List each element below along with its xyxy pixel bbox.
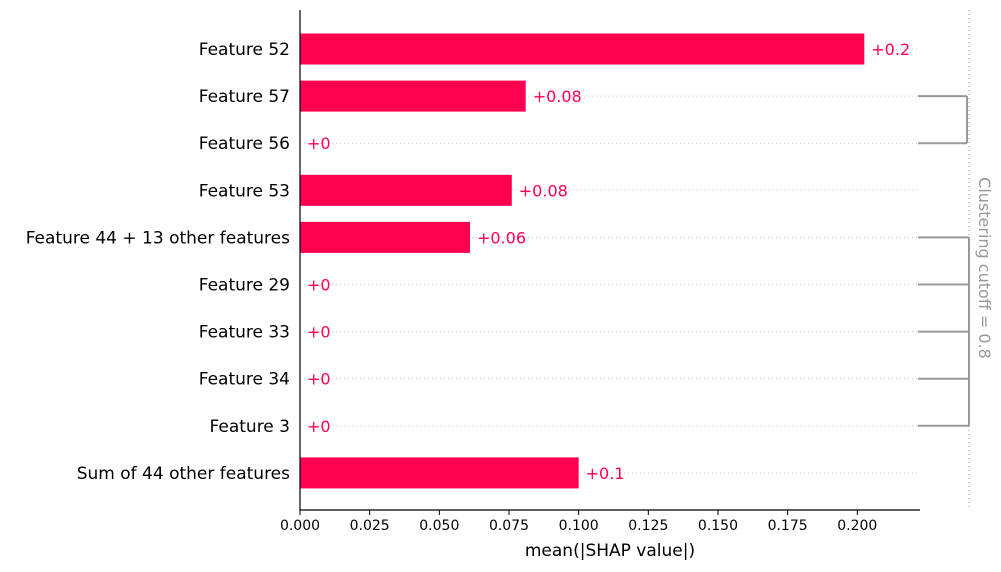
category-label: Feature 29 bbox=[199, 276, 290, 296]
value-label: +0.1 bbox=[586, 464, 625, 483]
x-tick-label: 0.150 bbox=[698, 518, 738, 534]
bar bbox=[300, 80, 526, 112]
bar bbox=[300, 174, 512, 206]
x-tick-label: 0.075 bbox=[489, 518, 529, 534]
category-label: Feature 44 + 13 other features bbox=[26, 228, 290, 248]
value-label: +0 bbox=[307, 323, 331, 342]
category-label: Feature 3 bbox=[210, 417, 290, 437]
value-labels: +0.2 +0.08 +0 +0.08 +0.06 +0 +0 +0 +0 +0.1 bbox=[307, 40, 910, 483]
value-label: +0.08 bbox=[519, 181, 568, 200]
x-tick-label: 0.125 bbox=[628, 518, 668, 534]
value-label: +0.2 bbox=[871, 40, 910, 59]
clustering-cutoff-label: Clustering cutoff = 0.8 bbox=[975, 177, 994, 359]
value-label: +0 bbox=[307, 134, 331, 153]
category-labels: Feature 52 Feature 57 Feature 56 Feature 53… bbox=[26, 40, 290, 484]
x-tick-label: 0.200 bbox=[837, 518, 877, 534]
value-label: +0.08 bbox=[533, 87, 582, 106]
gridlines bbox=[300, 48, 920, 474]
category-label: Feature 53 bbox=[199, 181, 290, 201]
bar bbox=[300, 33, 865, 65]
value-label: +0 bbox=[307, 370, 331, 389]
category-label: Feature 57 bbox=[199, 87, 290, 107]
category-label: Feature 52 bbox=[199, 40, 290, 60]
x-tick-label: 0.050 bbox=[419, 518, 459, 534]
x-tick-label: 0.025 bbox=[350, 518, 390, 534]
x-tick-label: 0.175 bbox=[768, 518, 808, 534]
x-axis-label: mean(|SHAP value|) bbox=[525, 541, 695, 561]
clustering-dendrogram bbox=[918, 10, 970, 510]
bar bbox=[300, 221, 470, 253]
axes: 0.000 0.025 0.050 0.075 0.100 0.125 0.150 0.175… bbox=[280, 10, 920, 534]
category-label: Feature 34 bbox=[199, 370, 290, 390]
bar bbox=[300, 457, 579, 489]
x-tick-label: 0.100 bbox=[559, 518, 599, 534]
category-label: Feature 56 bbox=[199, 134, 290, 154]
x-tick-label: 0.000 bbox=[280, 518, 320, 534]
bars bbox=[300, 33, 865, 489]
value-label: +0.06 bbox=[477, 228, 526, 247]
category-label: Feature 33 bbox=[199, 323, 290, 343]
value-label: +0 bbox=[307, 276, 331, 295]
value-label: +0 bbox=[307, 417, 331, 436]
category-label: Sum of 44 other features bbox=[77, 464, 290, 484]
